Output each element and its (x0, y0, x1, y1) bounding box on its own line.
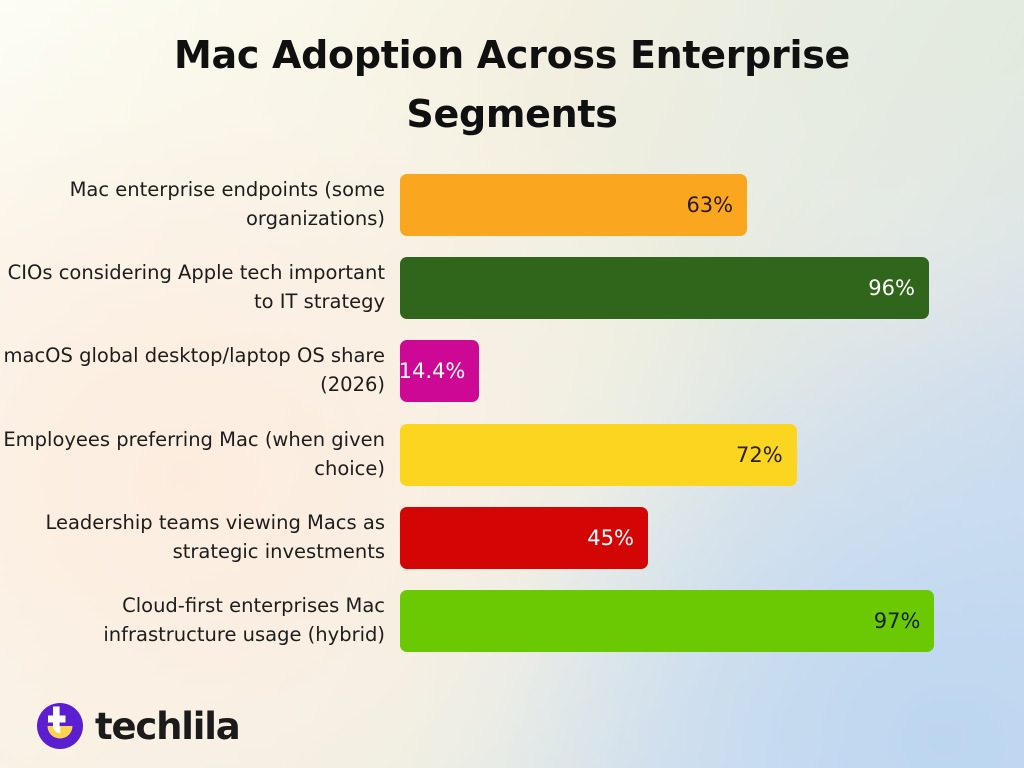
bar[interactable]: 45% (400, 506, 648, 569)
bar-row: Cloud-first enterprises Mac infrastructu… (0, 580, 1024, 663)
bar-row: Leadership teams viewing Macs as strateg… (0, 496, 1024, 579)
bar[interactable]: 96% (400, 256, 929, 319)
bar-value-label: 63% (686, 192, 734, 217)
bar-value-label: 14.4% (398, 359, 466, 384)
bar-value-label: 96% (868, 275, 915, 300)
techlila-wordmark: techlila (95, 704, 241, 748)
bar-category-label: macOS global desktop/laptop OS share (20… (3, 344, 386, 397)
techlila-logo: techlila (36, 702, 241, 750)
bar[interactable]: 63% (400, 173, 748, 236)
bar-value-label: 97% (873, 609, 921, 634)
bar-category-label: Employees preferring Mac (when given cho… (3, 427, 385, 480)
bar-category-label: Leadership teams viewing Macs as strateg… (45, 511, 385, 563)
bar-category-label: CIOs considering Apple tech important to… (7, 261, 385, 313)
bar-row: CIOs considering Apple tech important to… (0, 246, 1024, 329)
bar-row: Mac enterprise endpoints (some organizat… (0, 163, 1024, 246)
bar-track: 63% (400, 163, 1024, 246)
bar-track: 14.4% (398, 330, 1024, 413)
techlila-logo-icon (37, 703, 83, 749)
bar-category-label: Cloud-first enterprises Mac infrastructu… (103, 594, 385, 647)
plot-area: Mac enterprise endpoints (some organizat… (0, 163, 1024, 663)
bar-value-label: 72% (736, 442, 783, 467)
bar-row: macOS global desktop/laptop OS share (20… (0, 330, 1024, 413)
bar-category-label: Mac enterprise endpoints (some organizat… (69, 177, 385, 230)
bar-row: Employees preferring Mac (when given cho… (0, 413, 1024, 496)
bar-track: 45% (400, 496, 1024, 579)
bar-track: 97% (400, 580, 1024, 663)
bar[interactable]: 97% (400, 590, 935, 653)
bar-value-label: 45% (587, 525, 634, 550)
bar[interactable]: 14.4% (398, 340, 480, 403)
bar-track: 72% (400, 413, 1024, 496)
bar[interactable]: 72% (400, 423, 797, 486)
bar-track: 96% (400, 246, 1024, 329)
chart-title: Mac Adoption Across Enterprise Segments (173, 33, 850, 136)
